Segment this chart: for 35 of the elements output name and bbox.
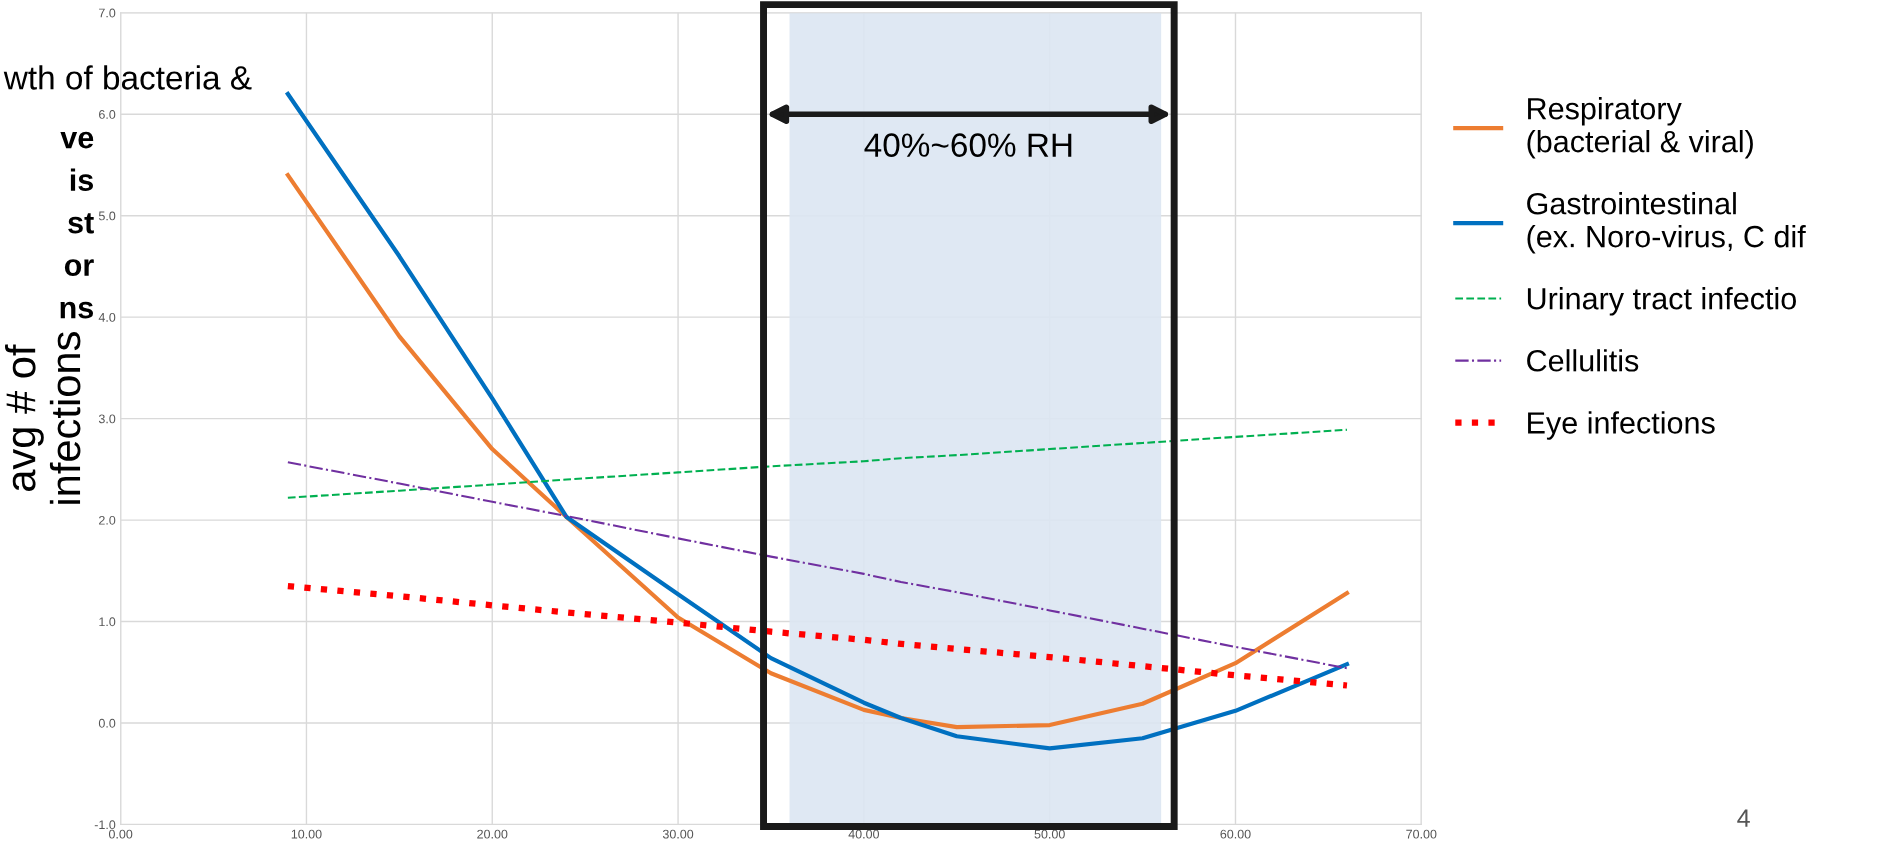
legend-label: Respiratory (bacterial & viral) xyxy=(1527,97,1753,159)
line-series xyxy=(285,91,1350,751)
y-tick-label: 3.0 xyxy=(98,414,116,424)
y-tick-label: 5.0 xyxy=(98,211,116,221)
y-tick-label: 6.0 xyxy=(99,110,116,119)
x-tick-label: 0.00 xyxy=(108,829,133,839)
x-tick-label: 20.00 xyxy=(477,829,508,839)
x-tick-label: 50.00 xyxy=(1034,829,1065,839)
x-tick-label: 60.00 xyxy=(1220,829,1251,839)
x-tick-label: 30.00 xyxy=(662,829,694,839)
x-tick-label: 70.00 xyxy=(1406,829,1437,839)
line-series xyxy=(286,461,1349,670)
text: ns xyxy=(60,301,93,319)
y-tick-label: 0.0 xyxy=(98,718,116,728)
y-tick-label: 2.0 xyxy=(99,515,116,525)
text: st xyxy=(68,213,94,234)
y-tick-label: 7.0 xyxy=(99,8,116,18)
legend-label: Cellulitis xyxy=(1527,349,1639,372)
legend-label: Gastrointestinal (ex. Noro-virus, C dif xyxy=(1527,192,1806,254)
text: 4 xyxy=(1737,809,1750,827)
band-label: 40%~60% RH xyxy=(864,133,1072,157)
y-tick-label: -1.0 xyxy=(94,820,116,830)
legend-label: Urinary tract infectio xyxy=(1527,287,1796,316)
text: ve xyxy=(60,131,94,149)
x-tick-label: 40.00 xyxy=(848,829,880,839)
legend-label: Eye infections xyxy=(1528,411,1715,440)
line-series xyxy=(285,173,1350,730)
text: or xyxy=(64,259,94,276)
y-tick-label: 4.0 xyxy=(98,312,116,322)
annotation: wth of bacteria & xyxy=(3,65,252,90)
line-series xyxy=(286,428,1349,499)
y-tick-label: 1.0 xyxy=(99,617,116,627)
y-axis-title: avg # of infections xyxy=(5,332,81,504)
text: is xyxy=(70,168,93,191)
x-tick-label: 10.00 xyxy=(291,829,322,839)
